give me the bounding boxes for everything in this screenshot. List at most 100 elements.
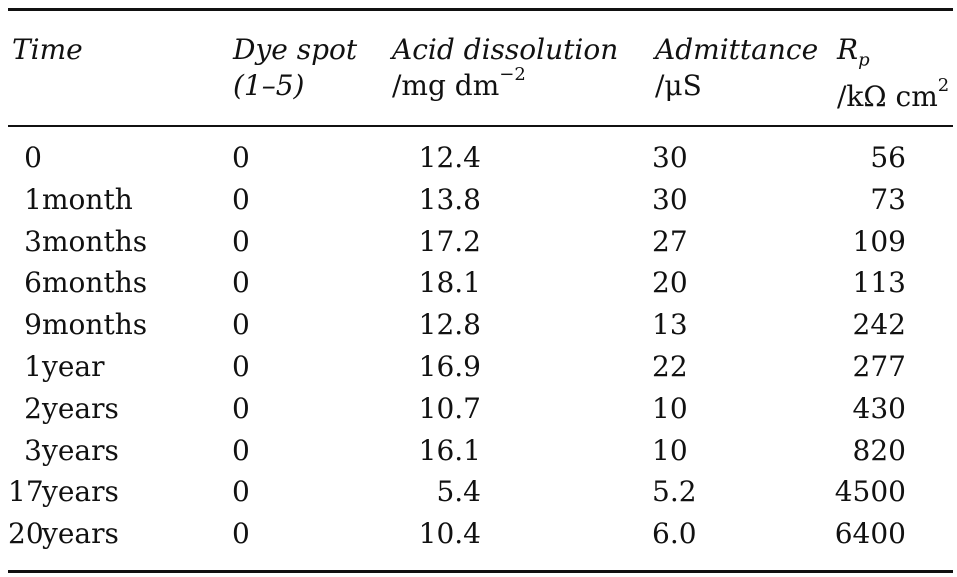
header-time-label: Time <box>12 33 83 66</box>
time-unit: months <box>42 224 148 258</box>
cell-acid-dissolution: 16.9 <box>418 349 481 383</box>
time-value: 1 <box>24 182 42 216</box>
cell-admittance: 5.2 <box>652 475 697 509</box>
cell-dye-spot: 0 <box>232 266 250 300</box>
cell-acid-dissolution: 17.2 <box>418 224 481 258</box>
cell-time: 6 months <box>8 266 147 299</box>
cell-rp: 6400 <box>834 517 906 551</box>
table-row: 2 years 0 10.7 10 430 <box>0 392 957 434</box>
table-row: 3 years 0 16.1 10 820 <box>0 434 957 476</box>
cell-rp: 430 <box>852 391 906 425</box>
table-row: 17 years 0 5.4 5.2 4500 <box>0 475 957 517</box>
time-value: 20 <box>8 517 44 551</box>
cell-rp: 4500 <box>834 475 906 509</box>
header-rp: Rp /kΩ cm2 <box>837 32 949 115</box>
header-admittance: Admittance /μS <box>655 32 818 104</box>
cell-acid-dissolution: 10.7 <box>418 391 481 425</box>
cell-dye-spot: 0 <box>232 141 250 174</box>
cell-acid-dissolution: 12.4 <box>418 141 481 174</box>
time-unit: years <box>42 433 119 467</box>
table-row: 1 month 0 13.8 30 73 <box>0 183 957 225</box>
cell-dye-spot: 0 <box>232 224 250 258</box>
header-acid-unit-exp: −2 <box>499 64 526 85</box>
header-rp-subscript: p <box>858 49 870 71</box>
cell-acid-dissolution: 5.4 <box>436 475 481 509</box>
cell-rp: 109 <box>852 224 906 258</box>
cell-acid-dissolution: 12.8 <box>418 308 481 342</box>
time-value: 3 <box>24 433 42 467</box>
table-row: 20 years 0 10.4 6.0 6400 <box>0 517 957 559</box>
header-rp-label: Rp <box>837 32 949 79</box>
cell-time: 1 month <box>8 183 133 216</box>
header-time: Time <box>12 32 83 68</box>
header-rp-symbol: R <box>837 33 859 66</box>
cell-admittance: 10 <box>652 433 688 467</box>
table-row: 1 year 0 16.9 22 277 <box>0 350 957 392</box>
cell-admittance: 30 <box>652 141 688 174</box>
cell-acid-dissolution: 18.1 <box>418 266 481 300</box>
time-unit: months <box>42 308 148 342</box>
header-rp-unit: /kΩ cm2 <box>837 76 949 115</box>
table-row: 6 months 0 18.1 20 113 <box>0 266 957 308</box>
time-unit: months <box>42 266 148 300</box>
time-value: 2 <box>24 391 42 425</box>
time-value: 1 <box>24 349 42 383</box>
cell-time: 0 <box>8 141 42 174</box>
cell-dye-spot: 0 <box>232 475 250 509</box>
cell-dye-spot: 0 <box>232 391 250 425</box>
cell-rp: 277 <box>852 349 906 383</box>
cell-time: 1 year <box>8 350 104 383</box>
cell-rp: 820 <box>852 433 906 467</box>
time-unit: years <box>42 391 119 425</box>
time-value: 0 <box>24 141 42 174</box>
time-unit: year <box>42 349 105 383</box>
time-value: 3 <box>24 224 42 258</box>
time-unit: month <box>42 182 133 216</box>
cell-rp: 56 <box>870 141 906 174</box>
cell-time: 20 years <box>8 517 119 550</box>
header-dye-label: Dye spot <box>233 33 358 66</box>
cell-admittance: 22 <box>652 349 688 383</box>
header-acid-unit-text: /mg dm <box>392 69 500 102</box>
cell-time: 3 months <box>8 225 147 258</box>
header-acid-unit: /mg dm−2 <box>392 66 618 104</box>
time-value: 17 <box>8 475 44 509</box>
header-acid-dissolution: Acid dissolution /mg dm−2 <box>392 32 618 104</box>
time-value: 9 <box>24 308 42 342</box>
header-acid-label: Acid dissolution <box>392 33 619 66</box>
cell-rp: 242 <box>852 308 906 342</box>
cell-rp: 113 <box>852 266 906 300</box>
cell-admittance: 20 <box>652 266 688 300</box>
cell-admittance: 6.0 <box>652 517 697 551</box>
cell-time: 9 months <box>8 308 147 341</box>
cell-dye-spot: 0 <box>232 182 250 216</box>
cell-time: 2 years <box>8 392 119 425</box>
cell-admittance: 13 <box>652 308 688 342</box>
cell-dye-spot: 0 <box>232 308 250 342</box>
cell-rp: 73 <box>870 182 906 216</box>
header-dye-range: (1–5) <box>233 69 305 102</box>
time-unit: years <box>42 475 119 509</box>
table-bottom-rule <box>8 570 953 573</box>
header-admittance-label: Admittance <box>655 33 819 66</box>
header-dye-spot: Dye spot (1–5) <box>233 32 357 104</box>
cell-time: 17 years <box>8 475 119 508</box>
cell-acid-dissolution: 10.4 <box>418 517 481 551</box>
header-rp-unit-text: /kΩ cm <box>837 79 938 113</box>
cell-dye-spot: 0 <box>232 517 250 551</box>
table-row: 0 0 12.4 30 56 <box>0 141 957 183</box>
header-rp-unit-exp: 2 <box>937 74 950 96</box>
cell-admittance: 30 <box>652 182 688 216</box>
cell-time: 3 years <box>8 434 119 467</box>
table-row: 9 months 0 12.8 13 242 <box>0 308 957 350</box>
cell-admittance: 27 <box>652 224 688 258</box>
cell-acid-dissolution: 16.1 <box>418 433 481 467</box>
table-row: 3 months 0 17.2 27 109 <box>0 225 957 267</box>
cell-admittance: 10 <box>652 391 688 425</box>
header-rule <box>8 125 953 127</box>
cell-dye-spot: 0 <box>232 349 250 383</box>
header-admittance-unit: /μS <box>655 69 702 102</box>
cell-dye-spot: 0 <box>232 433 250 467</box>
table-top-rule <box>8 8 953 11</box>
time-unit: years <box>42 517 119 551</box>
